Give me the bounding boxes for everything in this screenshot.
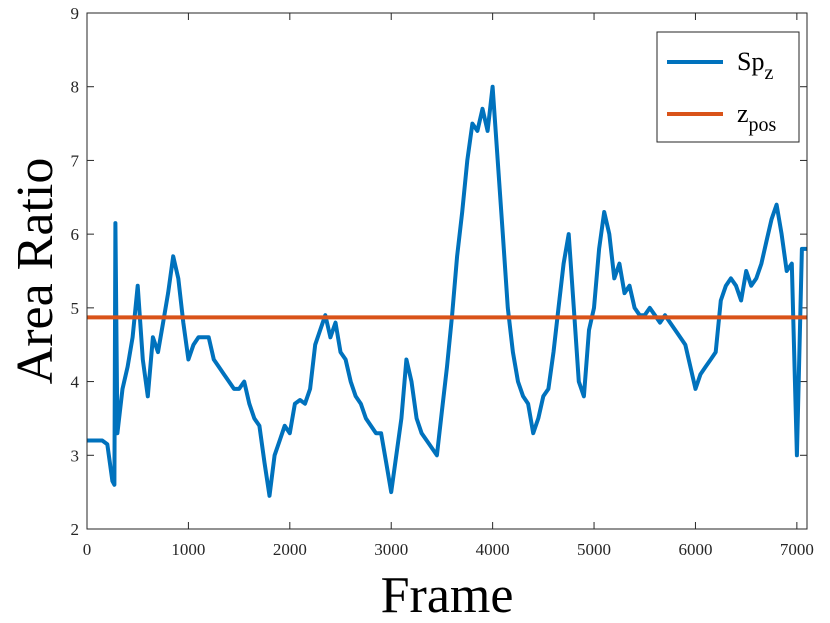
x-tick-label: 7000	[780, 540, 814, 559]
plot-frame	[86, 12, 808, 530]
legend-subscript: z	[764, 62, 773, 84]
x-tick-label: 4000	[476, 540, 510, 559]
y-tick-label: 4	[71, 373, 80, 392]
legend-name: Sp	[737, 47, 764, 76]
y-axis-label: Area Ratio	[7, 158, 64, 385]
x-tick-label: 5000	[577, 540, 611, 559]
x-axis-label: Frame	[381, 567, 514, 623]
y-tick-label: 8	[71, 78, 80, 97]
y-tick-label: 9	[71, 4, 80, 23]
legend-subscript: pos	[749, 114, 777, 136]
y-tick-label: 2	[71, 520, 80, 539]
x-tick-label: 3000	[374, 540, 408, 559]
legend-label: zpos	[737, 99, 777, 136]
data-line	[87, 84, 807, 498]
legend-label: Spz	[737, 47, 773, 84]
legend-name: z	[737, 99, 749, 128]
x-tick-label: 1000	[171, 540, 205, 559]
y-tick-label: 3	[71, 446, 80, 465]
y-tick-label: 5	[71, 299, 80, 318]
x-tick-label: 0	[83, 540, 92, 559]
y-tick-label: 6	[71, 225, 80, 244]
legend-box	[656, 31, 800, 143]
x-tick-label: 2000	[273, 540, 307, 559]
x-tick-label: 6000	[678, 540, 712, 559]
y-tick-label: 7	[71, 151, 80, 170]
